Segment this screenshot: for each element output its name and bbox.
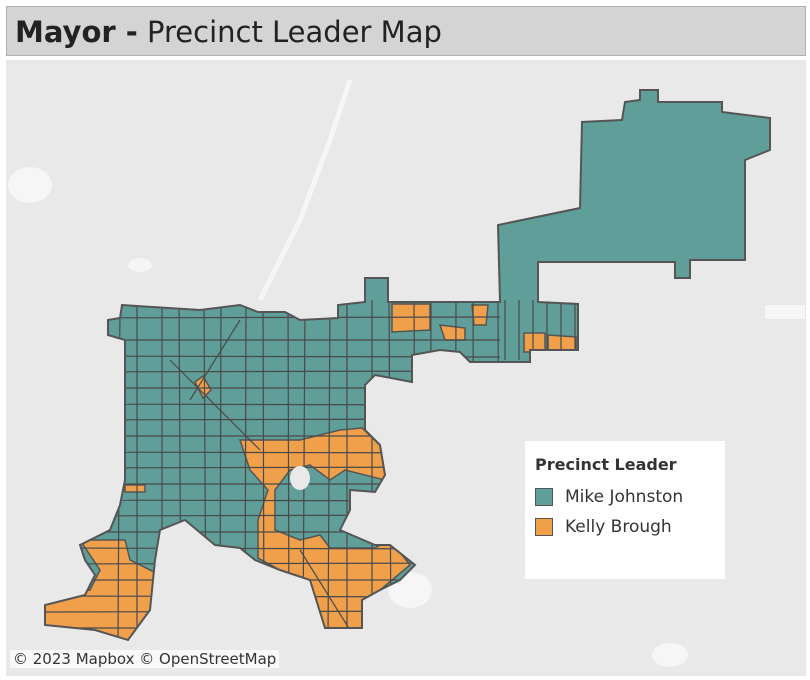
precinct-border xyxy=(299,549,351,631)
legend-label: Kelly Brough xyxy=(565,517,672,537)
title-bold: Mayor - xyxy=(15,15,138,49)
terrain xyxy=(8,79,805,667)
legend-swatch xyxy=(535,518,553,536)
legend-title: Precinct Leader xyxy=(535,455,677,474)
attribution: © 2023 Mapbox © OpenStreetMap xyxy=(10,650,280,668)
precinct-border xyxy=(169,359,261,451)
precinct-border xyxy=(189,319,241,401)
map xyxy=(6,60,806,676)
legend-item: Mike Johnston xyxy=(535,482,725,512)
enclave xyxy=(290,466,310,490)
legend-swatch xyxy=(535,488,553,506)
precinct-area xyxy=(45,303,577,640)
title: Precinct Leader Map xyxy=(147,15,442,49)
title-bar: Mayor - Precinct Leader Map xyxy=(6,6,806,56)
legend: Precinct Leader Mike Johnston Kelly Brou… xyxy=(525,441,725,579)
legend-item: Kelly Brough xyxy=(535,512,725,542)
legend-label: Mike Johnston xyxy=(565,487,684,507)
